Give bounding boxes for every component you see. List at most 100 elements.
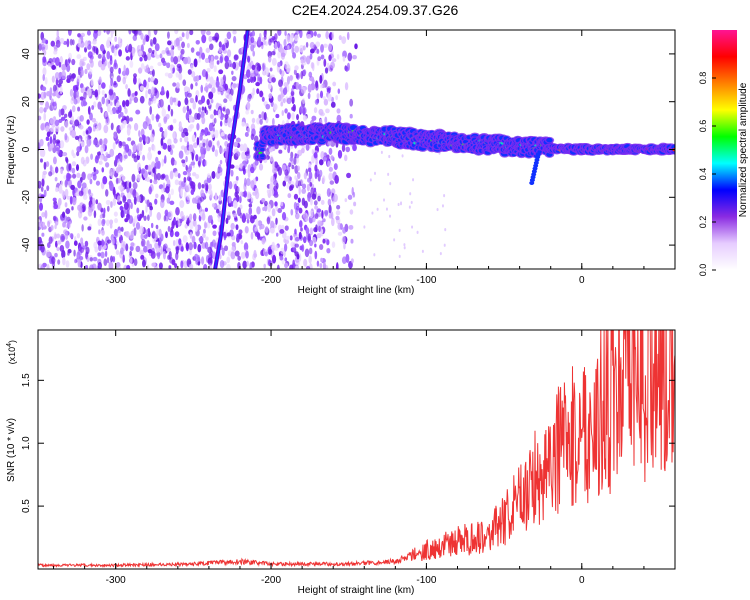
noise-blob	[106, 30, 111, 35]
noise-blob	[316, 208, 322, 213]
y-tick-label: 0	[21, 146, 32, 152]
noise-blob	[186, 105, 190, 112]
noise-blob	[89, 178, 93, 185]
y-tick-label: 0.5	[21, 499, 32, 513]
noise-blob	[78, 138, 81, 145]
noise-blob	[290, 88, 294, 93]
noise-blob	[218, 194, 222, 202]
noise-blob	[105, 219, 110, 226]
noise-blob	[179, 137, 183, 143]
noise-blob	[290, 241, 295, 248]
noise-blob	[174, 179, 179, 186]
noise-blob	[140, 44, 144, 53]
noise-blob	[140, 169, 146, 175]
noise-blob	[242, 212, 246, 221]
noise-blob	[112, 197, 116, 207]
noise-blob	[314, 213, 319, 220]
noise-blob	[140, 233, 144, 240]
noise-blob	[67, 111, 73, 119]
x-tick-label: -200	[261, 275, 281, 286]
noise-blob	[42, 221, 46, 228]
noise-blob	[129, 257, 133, 265]
snr-line	[38, 330, 675, 568]
noise-blob	[79, 206, 83, 214]
noise-blob	[118, 185, 124, 191]
noise-blob	[223, 119, 228, 127]
noise-blob	[145, 64, 149, 72]
noise-blob	[107, 103, 111, 113]
noise-blob	[244, 177, 247, 187]
noise-blob	[136, 195, 142, 203]
noise-speck	[416, 230, 419, 235]
noise-blob	[65, 208, 71, 215]
noise-blob	[183, 215, 186, 221]
noise-blob	[90, 153, 94, 160]
noise-blob	[330, 61, 335, 69]
noise-blob	[105, 162, 110, 168]
noise-blob	[277, 61, 282, 68]
noise-blob	[259, 76, 263, 85]
noise-blob	[188, 263, 194, 269]
noise-blob	[324, 209, 329, 216]
noise-speck	[444, 228, 447, 232]
noise-blob	[192, 101, 196, 110]
noise-blob	[43, 91, 47, 99]
noise-blob	[270, 175, 276, 183]
noise-blob	[196, 137, 200, 146]
noise-blob	[210, 131, 216, 139]
noise-blob	[235, 224, 239, 231]
noise-blob	[299, 30, 303, 39]
noise-blob	[145, 228, 150, 237]
noise-blob	[77, 180, 82, 189]
noise-blob	[50, 126, 55, 132]
noise-blob	[260, 41, 264, 46]
noise-blob	[288, 75, 294, 81]
noise-blob	[238, 233, 243, 240]
noise-blob	[198, 160, 201, 168]
noise-blob	[139, 85, 145, 91]
noise-blob	[189, 30, 194, 36]
noise-blob	[135, 109, 141, 115]
noise-blob	[81, 69, 84, 77]
noise-blob	[170, 144, 175, 149]
noise-blob	[87, 51, 93, 59]
noise-blob	[71, 129, 76, 138]
noise-blob	[319, 263, 323, 269]
noise-blob	[203, 263, 208, 269]
noise-blob	[125, 230, 130, 238]
noise-blob	[268, 93, 273, 99]
noise-blob	[82, 188, 86, 197]
noise-blob	[181, 159, 186, 164]
noise-blob	[136, 207, 140, 214]
noise-blob	[254, 187, 259, 194]
noise-blob	[47, 242, 51, 249]
noise-blob	[93, 46, 98, 54]
noise-blob	[178, 238, 182, 246]
noise-blob	[149, 38, 153, 47]
noise-blob	[208, 43, 214, 51]
noise-blob	[139, 249, 145, 256]
noise-blob	[350, 258, 354, 264]
noise-blob	[51, 75, 55, 83]
noise-blob	[324, 67, 329, 74]
noise-blob	[247, 169, 251, 179]
noise-blob	[168, 265, 172, 269]
noise-blob	[172, 131, 176, 141]
noise-blob	[291, 112, 295, 120]
noise-blob	[287, 34, 291, 43]
noise-blob	[188, 115, 193, 123]
noise-blob	[197, 182, 202, 190]
noise-blob	[127, 148, 132, 157]
noise-blob	[172, 168, 177, 173]
noise-blob	[319, 74, 323, 84]
noise-blob	[81, 182, 87, 189]
noise-blob	[180, 48, 185, 55]
noise-blob	[300, 86, 306, 94]
noise-blob	[64, 232, 69, 240]
noise-blob	[188, 108, 192, 115]
noise-blob	[348, 224, 354, 230]
noise-blob	[177, 100, 181, 107]
noise-blob	[159, 53, 163, 59]
noise-blob	[322, 238, 326, 244]
noise-blob	[58, 185, 63, 194]
